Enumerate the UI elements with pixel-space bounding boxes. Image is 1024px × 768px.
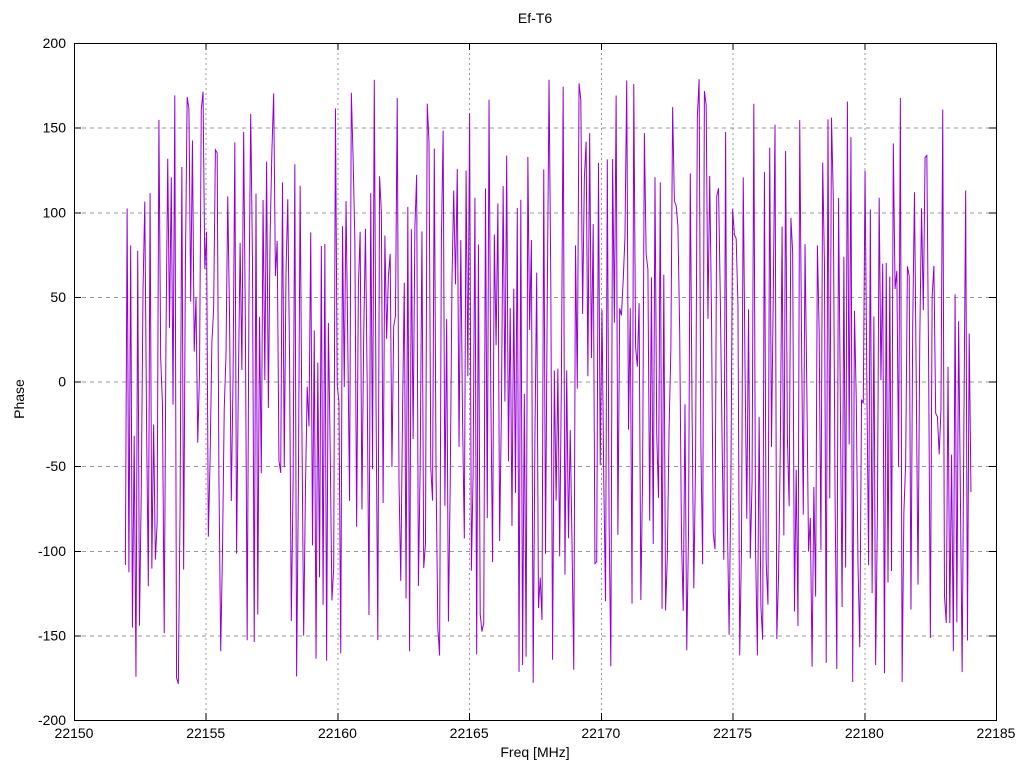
chart-title: Ef-T6 [517, 10, 553, 26]
x-tick-label: 22150 [55, 725, 94, 741]
y-tick-label: 50 [50, 289, 66, 305]
x-tick-label: 22155 [186, 725, 225, 741]
x-tick-label: 22170 [581, 725, 620, 741]
x-tick-label: 22180 [845, 725, 884, 741]
y-tick-label: -100 [38, 543, 66, 559]
y-tick-label: -150 [38, 627, 66, 643]
y-tick-label: -50 [46, 458, 66, 474]
y-tick-label: -200 [38, 712, 66, 728]
y-tick-label: 150 [43, 120, 67, 136]
x-tick-label: 22185 [977, 725, 1016, 741]
y-tick-label: 200 [43, 35, 67, 51]
tick-labels: 22150 22155 22160 22165 22170 22175 22180 22185… [38, 35, 1016, 741]
y-tick-label: 100 [43, 204, 67, 220]
gridlines [74, 43, 996, 720]
x-tick-label: 22175 [713, 725, 752, 741]
x-axis-title: Freq [MHz] [500, 744, 570, 760]
x-tick-label: 22165 [450, 725, 489, 741]
phase-trace [124, 79, 972, 685]
axes [74, 43, 997, 721]
x-tick-label: 22160 [318, 725, 357, 741]
y-tick-label: 0 [58, 374, 66, 390]
